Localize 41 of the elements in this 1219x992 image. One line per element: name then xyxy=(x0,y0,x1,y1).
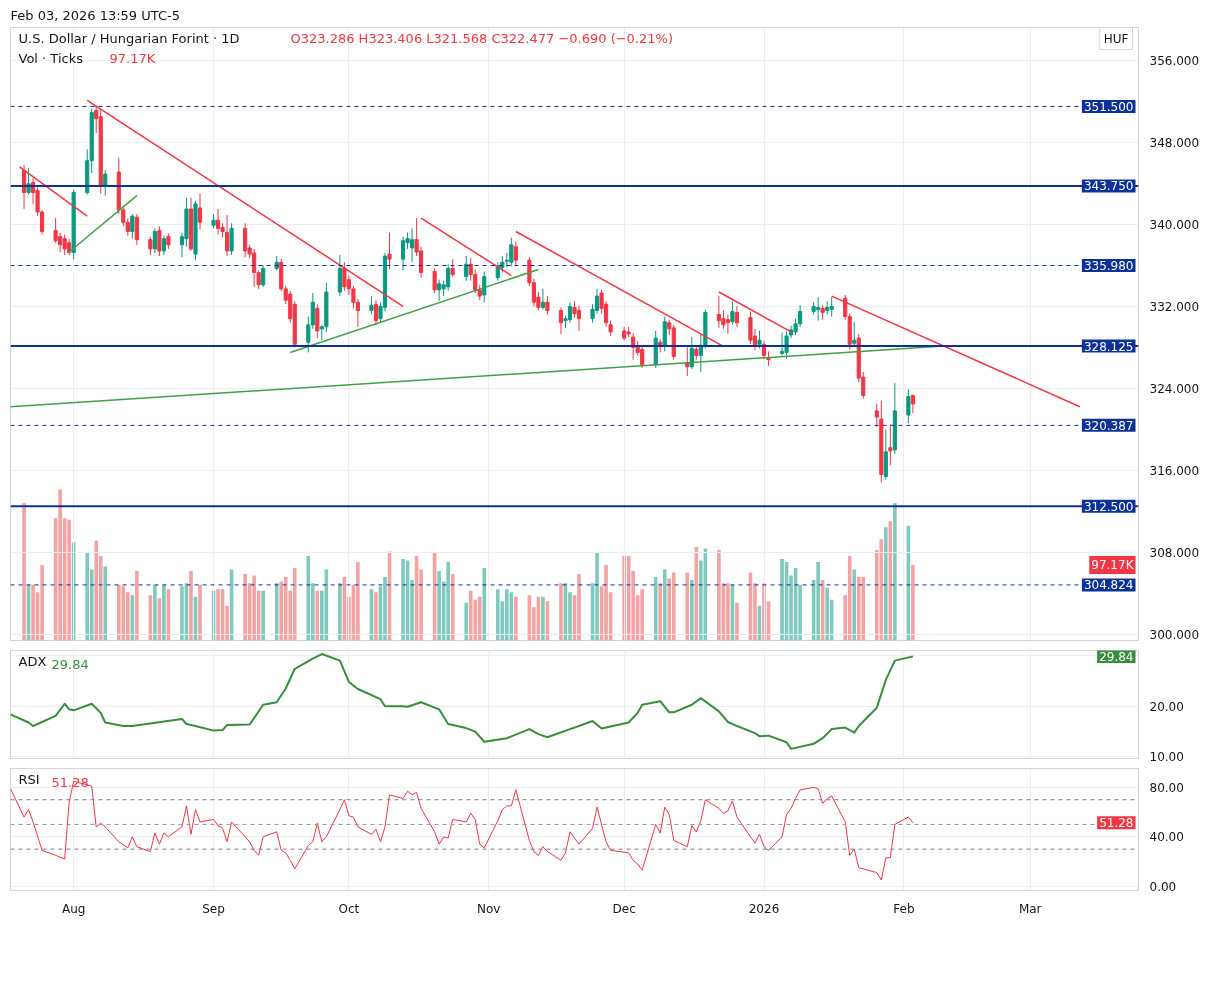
y-tick-label: 20.00 xyxy=(1149,699,1184,714)
x-tick-label: Sep xyxy=(202,901,225,916)
x-tick-label: Nov xyxy=(477,901,501,916)
chart-title: RSI xyxy=(18,771,40,787)
ref-line-label: 312.500 xyxy=(1083,499,1134,514)
x-tick-label: Oct xyxy=(338,901,360,916)
text: Feb 03, 2026 13:59 UTC-5 xyxy=(10,7,181,23)
x-tick-label: Aug xyxy=(61,901,86,916)
annotation: 29.84 xyxy=(51,656,89,672)
y-tick-label: 80.00 xyxy=(1149,780,1184,795)
x-tick-label: Dec xyxy=(612,901,636,916)
y-tick-label: 348.000 xyxy=(1149,135,1200,150)
chart-title: U.S. Dollar / Hungarian Forint · 1D xyxy=(18,30,240,46)
x-tick-label: Mar xyxy=(1018,901,1042,916)
ref-line-label: 328.125 xyxy=(1083,339,1134,354)
y-tick-label: 332.000 xyxy=(1149,299,1200,314)
ref-line-label: 304.824 xyxy=(1083,578,1134,593)
y-tick-label: 40.00 xyxy=(1149,830,1184,845)
annotation: 51.28 xyxy=(51,774,89,790)
y-tick-label: 300.000 xyxy=(1149,627,1200,642)
ref-line-label: 320.387 xyxy=(1083,418,1134,433)
annotation: 97.17K xyxy=(1091,558,1135,573)
y-tick-label: 308.000 xyxy=(1149,545,1200,560)
x-tick-label: 2026 xyxy=(748,901,780,916)
ref-line-label: 335.980 xyxy=(1083,259,1134,274)
ref-line-label: 343.750 xyxy=(1083,179,1134,194)
y-tick-label: 324.000 xyxy=(1149,381,1200,396)
y-tick-label: 0.00 xyxy=(1149,879,1177,894)
text: 51.28 xyxy=(1099,816,1134,831)
text: 29.84 xyxy=(1099,649,1134,664)
chart-title: ADX xyxy=(18,653,47,669)
text: 97.17K xyxy=(109,50,156,66)
ref-line-label: 351.500 xyxy=(1083,99,1134,114)
annotation: HUF xyxy=(1103,31,1129,46)
chart-title: Vol · Ticks xyxy=(18,50,84,66)
y-tick-label: 356.000 xyxy=(1149,53,1200,68)
x-tick-label: Feb xyxy=(893,901,915,916)
y-tick-label: 10.00 xyxy=(1149,750,1184,765)
annotation: O323.286 H323.406 L321.568 C322.477 −0.690 (−0.21%) xyxy=(290,30,673,46)
y-tick-label: 340.000 xyxy=(1149,217,1200,232)
y-tick-label: 316.000 xyxy=(1149,463,1200,478)
